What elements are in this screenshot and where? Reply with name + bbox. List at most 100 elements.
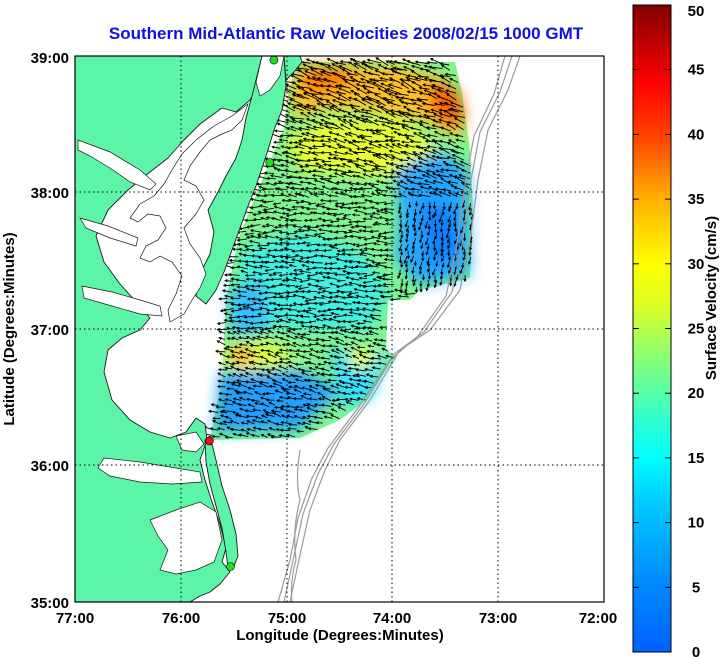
velocity-arrow — [372, 82, 387, 90]
velocity-arrow — [237, 382, 248, 388]
velocity-arrow — [306, 289, 318, 294]
velocity-arrow — [210, 403, 218, 407]
velocity-arrow — [377, 361, 387, 365]
velocity-arrow — [289, 116, 305, 120]
velocity-arrow — [257, 427, 268, 431]
velocity-arrow — [294, 272, 304, 277]
velocity-arrow — [240, 428, 248, 432]
velocity-arrow — [278, 237, 290, 242]
velocity-arrow — [328, 152, 339, 157]
velocity-arrow — [375, 153, 388, 161]
velocity-arrow — [224, 415, 233, 420]
velocity-arrow — [318, 97, 330, 101]
velocity-arrow — [382, 236, 395, 241]
velocity-arrow — [267, 353, 277, 359]
velocity-arrow — [435, 155, 449, 160]
velocity-arrow — [438, 112, 452, 118]
velocity-arrow — [342, 114, 353, 119]
velocity-arrow — [319, 254, 331, 258]
contour-south-loop — [290, 449, 301, 602]
velocity-arrow — [316, 102, 331, 106]
velocity-arrow — [359, 77, 374, 83]
velocity-arrow — [338, 65, 353, 72]
velocity-arrow — [406, 156, 416, 162]
velocity-arrow — [262, 409, 270, 414]
velocity-arrow — [414, 201, 419, 207]
velocity-arrow — [259, 342, 268, 347]
velocity-arrow — [446, 123, 456, 131]
velocity-arrow — [376, 354, 387, 359]
velocity-arrow — [433, 102, 445, 106]
velocity-arrow — [230, 382, 241, 388]
velocity-arrow — [397, 272, 401, 280]
velocity-arrow — [306, 82, 319, 88]
velocity-arrow — [379, 338, 387, 342]
velocity-arrow — [307, 249, 318, 253]
velocity-arrow — [313, 415, 323, 420]
velocity-arrow — [330, 414, 340, 420]
velocity-arrow — [273, 242, 283, 246]
velocity-arrow — [362, 280, 374, 285]
velocity-arrow — [221, 289, 233, 293]
velocity-arrow — [304, 163, 318, 167]
velocity-arrow — [445, 89, 457, 94]
velocity-arrow — [425, 249, 429, 256]
velocity-arrow — [322, 243, 332, 247]
velocity-arrow — [325, 207, 338, 211]
velocity-arrow — [301, 415, 310, 420]
velocity-arrow — [343, 188, 353, 193]
velocity-arrow — [447, 249, 451, 257]
velocity-arrow — [320, 151, 332, 155]
colorbar-tick-label: 10 — [688, 515, 705, 532]
velocity-arrow — [291, 118, 303, 125]
velocity-arrow — [426, 133, 438, 138]
velocity-arrow — [400, 140, 410, 144]
velocity-arrow — [367, 150, 380, 155]
velocity-arrow — [324, 125, 339, 130]
velocity-arrow — [284, 277, 297, 282]
velocity-arrow — [302, 392, 312, 396]
velocity-arrow — [250, 308, 262, 312]
inland-waters — [77, 56, 285, 575]
velocity-arrow — [233, 345, 242, 349]
velocity-arrow — [327, 378, 337, 382]
velocity-arrow — [409, 126, 422, 131]
velocity-arrow — [348, 397, 359, 401]
velocity-arrow — [468, 249, 472, 257]
velocity-arrow — [237, 294, 247, 298]
velocity-arrow — [433, 280, 438, 289]
velocity-arrow — [342, 216, 352, 221]
velocity-arrow — [421, 254, 425, 262]
velocity-arrow — [258, 264, 270, 269]
velocity-arrow — [294, 335, 304, 340]
velocity-arrow — [363, 289, 375, 293]
velocity-arrow — [358, 360, 368, 365]
velocity-arrow — [433, 244, 437, 252]
velocity-arrow — [364, 118, 380, 126]
velocity-arrow — [400, 79, 415, 89]
velocity-arrow — [426, 60, 438, 65]
velocity-arrow — [391, 112, 403, 117]
velocity-arrow — [287, 102, 298, 107]
velocity-arrow — [266, 349, 274, 353]
velocity-arrow — [320, 205, 332, 210]
velocity-arrow — [239, 355, 249, 359]
velocity-arrow — [307, 320, 317, 324]
velocity-arrow — [239, 373, 248, 378]
velocity-arrow — [308, 325, 317, 329]
velocity-arrow — [258, 185, 268, 190]
velocity-arrow — [363, 87, 374, 94]
velocity-arrow — [335, 252, 346, 256]
velocity-arrow — [440, 249, 445, 257]
velocity-arrow — [249, 206, 261, 210]
velocity-arrow — [406, 59, 421, 66]
albemarle-sound — [97, 457, 203, 485]
velocity-arrow — [244, 260, 254, 264]
velocity-arrow — [265, 391, 275, 396]
velocity-arrow — [217, 379, 225, 383]
velocity-arrow — [285, 232, 296, 236]
velocity-arrow — [257, 255, 270, 259]
velocity-arrow — [402, 150, 415, 156]
velocity-arrow — [326, 275, 338, 280]
velocity-arrow — [383, 209, 394, 214]
